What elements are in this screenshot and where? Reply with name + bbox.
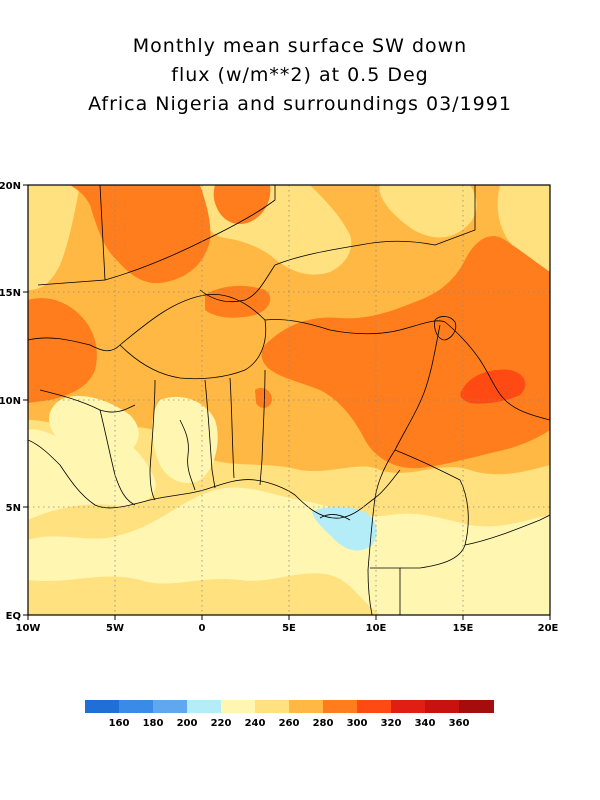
colorbar: 160 180 200 220 240 260 280 300 320 340 … [85, 700, 494, 729]
field-region-240-south-pocket [380, 554, 501, 615]
border-chad-libya [434, 185, 476, 246]
map-title-line-2: flux (w/m**2) at 0.5 Deg [171, 64, 429, 86]
border-cameroon-car [394, 449, 469, 569]
colorbar-swatch-10 [391, 700, 425, 713]
colorbar-label-220: 220 [211, 718, 232, 729]
tick-marks [23, 184, 551, 620]
y-tick-labels: EQ 5N 10N 15N 20N [0, 181, 21, 622]
border-ivory-coast [99, 409, 136, 506]
field-region-300-sahara-mid [213, 185, 271, 225]
field-region-240-ghana [152, 396, 218, 484]
gridlines [28, 185, 550, 615]
field-region-300-sahara-west [70, 185, 211, 284]
border-congo-gabon [370, 567, 401, 615]
x-tick-label-5w: 5W [106, 623, 124, 634]
y-tick-label-15n: 15N [0, 288, 21, 299]
colorbar-swatch-4 [187, 700, 221, 713]
border-ghana-ivory [149, 379, 156, 501]
colorbar-label-340: 340 [415, 718, 436, 729]
field-region-300-small [255, 388, 272, 408]
lake-chad [434, 316, 457, 341]
colorbar-label-280: 280 [313, 718, 334, 729]
y-tick-label-20n: 20N [0, 181, 21, 192]
border-ghana-togo [204, 379, 216, 489]
boundaries [28, 185, 550, 615]
y-tick-label-5n: 5N [6, 503, 21, 514]
colorbar-swatch-8 [323, 700, 357, 713]
field-region-260-east-edge [497, 185, 550, 280]
x-tick-label-5e: 5E [282, 623, 296, 634]
border-mali-niger [199, 264, 276, 303]
field-region-300-nigeria [261, 236, 550, 469]
border-nigeria-cameroon [374, 324, 441, 499]
colorbar-label-320: 320 [381, 718, 402, 729]
colorbar-label-360: 360 [449, 718, 470, 729]
field-region-260-north-west [28, 185, 80, 290]
colorbar-label-240: 240 [245, 718, 266, 729]
colorbar-label-260: 260 [279, 718, 300, 729]
lake-volta [179, 419, 196, 491]
colorbar-swatch-2 [119, 700, 153, 713]
x-tick-label-0: 0 [199, 623, 206, 634]
y-tick-label-10n: 10N [0, 396, 21, 407]
x-tick-label-10w: 10W [16, 623, 41, 634]
colorbar-label-200: 200 [177, 718, 198, 729]
colorbar-swatch-7 [289, 700, 323, 713]
coastline-south [367, 497, 376, 615]
field-region-240-west [48, 395, 139, 457]
colorbar-swatch-5 [221, 700, 255, 713]
border-mali-south [28, 337, 121, 352]
colorbar-swatch-6 [255, 700, 289, 713]
colorbar-swatch-11 [425, 700, 459, 713]
border-niger-north [274, 240, 436, 266]
border-niger-nigeria [264, 319, 446, 335]
colorbar-swatch-1 [85, 700, 119, 713]
border-chad-car [444, 321, 550, 421]
map-title-line-1: Monthly mean surface SW down [132, 35, 468, 57]
border-car-drc [464, 514, 550, 546]
x-tick-label-20e: 20E [538, 623, 559, 634]
map-title-line-3: Africa Nigeria and surroundings 03/1991 [88, 93, 512, 115]
border-togo-benin [229, 377, 235, 479]
x-tick-labels: 10W 5W 0 5E 10E 15E 20E [16, 623, 559, 634]
colorbar-label-180: 180 [143, 718, 164, 729]
x-tick-label-15e: 15E [453, 623, 474, 634]
field-region-320-chad [460, 369, 526, 404]
y-tick-label-eq: EQ [6, 611, 21, 622]
field-region-260-north-east [379, 185, 477, 238]
field-region-220-delta [312, 506, 377, 551]
border-mali-algeria [104, 185, 276, 281]
coastline [28, 439, 401, 519]
x-tick-label-10e: 10E [366, 623, 387, 634]
colorbar-swatch-3 [153, 700, 187, 713]
colorbar-label-160: 160 [109, 718, 130, 729]
colorbar-label-300: 300 [347, 718, 368, 729]
colorbar-swatch-9 [357, 700, 391, 713]
border-burkina [119, 294, 267, 380]
river-niger-delta [319, 514, 351, 521]
border-benin-nigeria [259, 369, 266, 486]
colorbar-swatch-12 [459, 700, 494, 713]
field-region-300-senegal [28, 298, 97, 403]
